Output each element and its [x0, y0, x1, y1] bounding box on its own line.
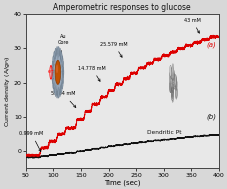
Circle shape — [59, 48, 61, 59]
Circle shape — [62, 67, 64, 78]
Circle shape — [172, 71, 173, 83]
Circle shape — [171, 74, 173, 85]
Circle shape — [57, 81, 58, 91]
Circle shape — [171, 68, 173, 80]
Text: Dendritic Pt: Dendritic Pt — [147, 130, 181, 135]
Circle shape — [171, 89, 173, 101]
Circle shape — [53, 51, 55, 62]
Circle shape — [172, 73, 174, 85]
Circle shape — [58, 55, 60, 65]
Circle shape — [58, 80, 60, 90]
Circle shape — [174, 75, 175, 87]
Circle shape — [59, 86, 61, 97]
Circle shape — [62, 73, 64, 84]
Circle shape — [174, 75, 176, 87]
Circle shape — [60, 65, 62, 74]
Circle shape — [170, 68, 172, 79]
Text: 25.579 mM: 25.579 mM — [100, 42, 127, 57]
Ellipse shape — [55, 60, 60, 84]
Circle shape — [52, 67, 53, 78]
Circle shape — [52, 73, 54, 84]
Circle shape — [52, 61, 54, 72]
Text: (a): (a) — [206, 42, 215, 48]
Circle shape — [52, 78, 54, 89]
Circle shape — [172, 69, 174, 81]
Circle shape — [60, 71, 62, 81]
Circle shape — [57, 46, 59, 57]
Text: 43 mM: 43 mM — [183, 18, 200, 33]
Circle shape — [173, 75, 175, 87]
Circle shape — [171, 87, 173, 99]
Text: 0.999 mM: 0.999 mM — [19, 131, 43, 152]
Circle shape — [175, 79, 176, 90]
Circle shape — [171, 76, 173, 87]
Text: 14.778 mM: 14.778 mM — [78, 66, 105, 81]
Circle shape — [168, 72, 170, 84]
Circle shape — [171, 80, 173, 91]
Circle shape — [60, 82, 62, 93]
Circle shape — [171, 64, 173, 75]
Ellipse shape — [56, 65, 58, 73]
Circle shape — [171, 81, 173, 93]
Circle shape — [53, 70, 55, 80]
Circle shape — [57, 87, 59, 98]
Circle shape — [169, 81, 170, 93]
X-axis label: Time (sec): Time (sec) — [104, 179, 140, 186]
Circle shape — [170, 86, 172, 97]
Circle shape — [171, 73, 173, 84]
Circle shape — [62, 61, 64, 72]
Circle shape — [53, 82, 55, 93]
Circle shape — [171, 91, 173, 102]
Circle shape — [57, 54, 58, 63]
Circle shape — [170, 67, 172, 79]
Circle shape — [55, 55, 57, 65]
Circle shape — [59, 76, 61, 86]
Circle shape — [173, 74, 175, 86]
Text: (b): (b) — [205, 114, 215, 120]
Text: e$^-$: e$^-$ — [47, 69, 55, 76]
Circle shape — [171, 77, 173, 89]
Circle shape — [60, 59, 61, 69]
Circle shape — [60, 51, 62, 62]
Circle shape — [171, 67, 173, 79]
Circle shape — [55, 80, 57, 89]
Circle shape — [169, 81, 171, 93]
Circle shape — [56, 46, 58, 57]
Circle shape — [54, 48, 56, 59]
Title: Amperometric responses to glucose: Amperometric responses to glucose — [53, 3, 190, 12]
Circle shape — [169, 65, 171, 77]
Circle shape — [170, 72, 172, 83]
Circle shape — [171, 69, 173, 81]
Text: Au
Core: Au Core — [57, 34, 69, 69]
Circle shape — [53, 64, 55, 74]
Circle shape — [61, 56, 63, 67]
Circle shape — [172, 74, 174, 86]
Circle shape — [172, 76, 173, 87]
Circle shape — [52, 56, 54, 67]
Circle shape — [173, 77, 175, 89]
Circle shape — [54, 76, 56, 85]
Circle shape — [175, 86, 177, 98]
Circle shape — [54, 86, 56, 97]
Circle shape — [170, 76, 172, 88]
Circle shape — [61, 78, 63, 89]
Circle shape — [54, 59, 56, 68]
Circle shape — [175, 88, 177, 99]
Circle shape — [56, 87, 58, 98]
Text: 5.964 mM: 5.964 mM — [51, 91, 76, 108]
Y-axis label: Current density (A/g$_{Pt}$): Current density (A/g$_{Pt}$) — [3, 55, 12, 127]
